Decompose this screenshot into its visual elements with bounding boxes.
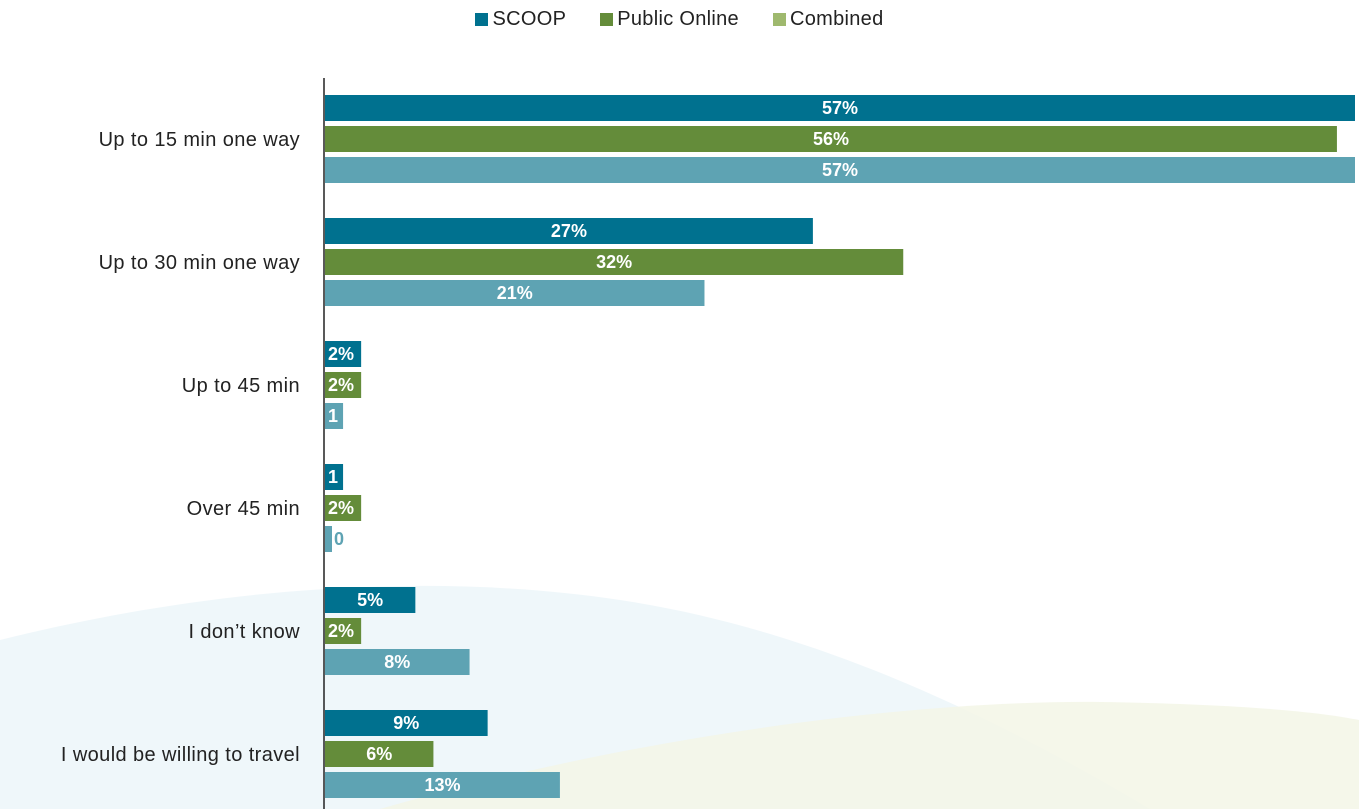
legend-label-scoop: SCOOP	[492, 8, 567, 30]
data-label-scoop-i-would-be-willing-to-travel: 9%	[393, 713, 419, 733]
data-label-combined-i-don-t-know: 8%	[384, 652, 410, 672]
data-label-public-online-up-to-30-min-one-way: 32%	[596, 252, 632, 272]
chart-legend: SCOOP Public Online Combined	[0, 8, 1359, 31]
category-label-i-don-t-know: I don’t know	[188, 621, 300, 643]
data-label-scoop-up-to-15-min-one-way: 57%	[822, 98, 858, 118]
bar-combined-up-to-30-min-one-way	[325, 280, 705, 306]
bar-public-online-up-to-45-min	[325, 372, 362, 398]
bar-scoop-over-45-min	[325, 464, 344, 490]
data-label-public-online-up-to-45-min: 2%	[328, 375, 354, 395]
bar-combined-up-to-45-min	[325, 403, 344, 429]
category-label-over-45-min: Over 45 min	[187, 498, 300, 520]
bar-combined-i-would-be-willing-to-travel	[325, 772, 560, 798]
data-label-combined-up-to-30-min-one-way: 21%	[497, 283, 533, 303]
category-label-i-would-be-willing-to-travel: I would be willing to travel	[61, 744, 300, 766]
bar-scoop-up-to-45-min	[325, 341, 362, 367]
legend-swatch-scoop	[475, 13, 489, 26]
bar-scoop-i-would-be-willing-to-travel	[325, 710, 488, 736]
legend-item-public-online: Public Online	[600, 8, 739, 31]
data-label-scoop-over-45-min: 1	[328, 467, 338, 487]
data-label-scoop-i-don-t-know: 5%	[357, 590, 383, 610]
legend-item-scoop: SCOOP	[475, 8, 566, 31]
bar-public-online-over-45-min	[325, 495, 362, 521]
data-label-combined-up-to-45-min: 1	[328, 406, 338, 426]
bar-public-online-up-to-15-min-one-way	[325, 126, 1337, 152]
data-label-scoop-up-to-45-min: 2%	[328, 344, 354, 364]
legend-swatch-combined	[772, 13, 786, 26]
data-label-public-online-over-45-min: 2%	[328, 498, 354, 518]
bar-scoop-up-to-30-min-one-way	[325, 218, 813, 244]
bar-public-online-i-would-be-willing-to-travel	[325, 741, 434, 767]
bar-public-online-i-don-t-know	[325, 618, 362, 644]
data-label-public-online-i-don-t-know: 2%	[328, 621, 354, 641]
legend-item-combined: Combined	[772, 8, 884, 31]
data-label-combined-i-would-be-willing-to-travel: 13%	[424, 775, 460, 795]
category-label-up-to-15-min-one-way: Up to 15 min one way	[99, 129, 300, 151]
data-label-scoop-up-to-30-min-one-way: 27%	[551, 221, 587, 241]
bar-combined-up-to-15-min-one-way	[325, 157, 1355, 183]
bar-combined-over-45-min	[325, 526, 332, 552]
bar-combined-i-don-t-know	[325, 649, 470, 675]
data-label-public-online-up-to-15-min-one-way: 56%	[813, 129, 849, 149]
legend-label-combined: Combined	[789, 8, 884, 30]
bar-scoop-i-don-t-know	[325, 587, 416, 613]
bar-scoop-up-to-15-min-one-way	[325, 95, 1355, 121]
legend-swatch-public-online	[600, 13, 614, 26]
legend-label-public-online: Public Online	[617, 8, 739, 30]
data-label-combined-up-to-15-min-one-way: 57%	[822, 160, 858, 180]
data-label-public-online-i-would-be-willing-to-travel: 6%	[366, 744, 392, 764]
category-label-up-to-45-min: Up to 45 min	[182, 375, 300, 397]
category-label-up-to-30-min-one-way: Up to 30 min one way	[99, 252, 300, 274]
bar-public-online-up-to-30-min-one-way	[325, 249, 904, 275]
data-label-combined-over-45-min: 0	[334, 529, 344, 549]
